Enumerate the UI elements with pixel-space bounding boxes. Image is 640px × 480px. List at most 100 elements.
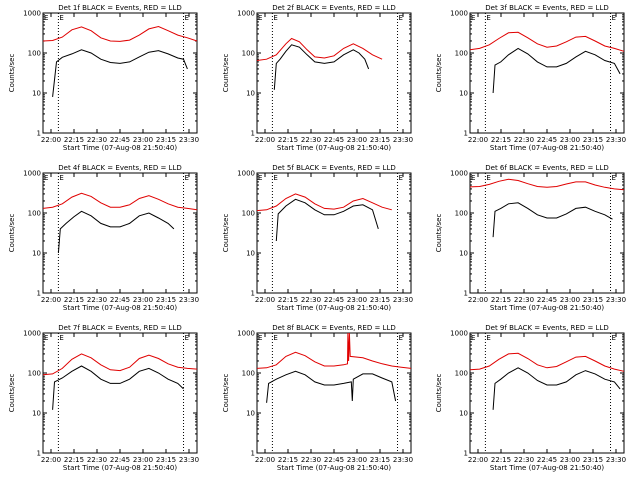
y-tick-label: 100 xyxy=(28,50,41,58)
y-tick-label: 10 xyxy=(32,410,41,418)
series-events-line xyxy=(492,202,613,238)
y-tick-label: 1 xyxy=(251,450,255,458)
x-axis-label: Start Time (07-Aug-08 21:50:40) xyxy=(63,144,177,152)
y-tick-label: 1000 xyxy=(23,170,41,178)
flag-label: E xyxy=(471,334,475,342)
x-tick-label: 22:30 xyxy=(514,456,534,464)
x-tick-label: 22:45 xyxy=(537,456,557,464)
flag-label: E xyxy=(59,14,63,22)
series-lld-line xyxy=(42,353,198,376)
plot-frame xyxy=(42,332,198,454)
y-tick-label: 1 xyxy=(464,290,468,298)
x-tick-label: 22:15 xyxy=(278,136,298,144)
series-lld-line xyxy=(469,178,625,191)
x-tick-label: 23:00 xyxy=(560,136,580,144)
x-tick-label: 22:45 xyxy=(324,296,344,304)
y-tick-label: 1 xyxy=(37,450,41,458)
y-tick-label: 1000 xyxy=(237,170,255,178)
flag-label: E xyxy=(486,174,490,182)
y-tick-label: 1000 xyxy=(23,10,41,18)
flag-label: E xyxy=(44,174,48,182)
x-tick-label: 22:45 xyxy=(110,296,130,304)
x-tick-label: 23:00 xyxy=(347,296,367,304)
x-tick-label: 22:15 xyxy=(64,296,84,304)
x-tick-label: 22:45 xyxy=(324,136,344,144)
x-tick-label: 22:00 xyxy=(468,296,488,304)
y-axis-label: Counts/sec xyxy=(435,214,443,253)
x-tick-label: 22:15 xyxy=(64,136,84,144)
series-events-line xyxy=(492,47,621,94)
x-tick-label: 22:30 xyxy=(87,296,107,304)
y-axis-label: Counts/sec xyxy=(8,214,16,253)
x-tick-label: 23:15 xyxy=(156,136,176,144)
x-tick-label: 22:15 xyxy=(491,456,511,464)
flag-label: E xyxy=(612,14,616,22)
x-tick-label: 22:00 xyxy=(41,296,61,304)
flag-label: E xyxy=(486,14,490,22)
y-tick-label: 10 xyxy=(459,410,468,418)
x-tick-label: 23:30 xyxy=(393,456,413,464)
x-tick-label: 22:45 xyxy=(110,136,130,144)
y-axis-label: Counts/sec xyxy=(8,374,16,413)
flag-label: E xyxy=(59,334,63,342)
chart-panel-1: Det 1f BLACK = Events, RED = LLD E E E 1 10 10… xyxy=(8,4,199,152)
y-tick-label: 1000 xyxy=(23,330,41,338)
chart-panel-5: Det 5f BLACK = Events, RED = LLD E E E 1 10 10… xyxy=(222,164,413,312)
chart-title: Det 6f BLACK = Events, RED = LLD xyxy=(485,164,608,172)
y-tick-label: 1 xyxy=(37,130,41,138)
x-tick-label: 23:30 xyxy=(393,296,413,304)
chart-title: Det 3f BLACK = Events, RED = LLD xyxy=(485,4,608,12)
series-lld-line xyxy=(42,25,198,42)
series-lld-line xyxy=(256,37,383,61)
flag-label: E xyxy=(273,14,277,22)
flag-label: E xyxy=(185,14,189,22)
x-tick-label: 22:30 xyxy=(301,456,321,464)
flag-label: E xyxy=(471,174,475,182)
y-axis-label: Counts/sec xyxy=(8,54,16,93)
flag-label: E xyxy=(486,334,490,342)
x-tick-label: 23:15 xyxy=(370,296,390,304)
y-tick-label: 10 xyxy=(32,90,41,98)
series-lld-line xyxy=(42,192,198,211)
flag-label: E xyxy=(258,174,262,182)
series-events-line xyxy=(52,365,184,410)
chart-title: Det 7f BLACK = Events, RED = LLD xyxy=(58,324,181,332)
x-axis-label: Start Time (07-Aug-08 21:50:40) xyxy=(63,304,177,312)
y-tick-label: 1000 xyxy=(237,330,255,338)
x-axis-label: Start Time (07-Aug-08 21:50:40) xyxy=(490,304,604,312)
chart-panel-4: Det 4f BLACK = Events, RED = LLD E E E 1 10 10… xyxy=(8,164,199,312)
flag-label: E xyxy=(185,174,189,182)
x-tick-label: 22:15 xyxy=(491,296,511,304)
x-tick-label: 22:30 xyxy=(301,136,321,144)
chart-panel-8: Det 8f BLACK = Events, RED = LLD E E E 1 10 10… xyxy=(222,324,413,472)
y-tick-label: 10 xyxy=(459,250,468,258)
chart-title: Det 9f BLACK = Events, RED = LLD xyxy=(485,324,608,332)
series-lld-line xyxy=(256,193,392,212)
x-tick-label: 22:00 xyxy=(468,456,488,464)
x-tick-label: 23:30 xyxy=(179,456,199,464)
x-tick-label: 23:15 xyxy=(370,136,390,144)
x-tick-label: 22:15 xyxy=(278,456,298,464)
x-axis-label: Start Time (07-Aug-08 21:50:40) xyxy=(63,464,177,472)
flag-label: E xyxy=(59,174,63,182)
x-tick-label: 23:30 xyxy=(393,136,413,144)
series-events-line xyxy=(275,198,379,242)
x-tick-label: 23:15 xyxy=(156,296,176,304)
x-tick-label: 23:00 xyxy=(560,296,580,304)
flag-label: E xyxy=(612,334,616,342)
series-events-line xyxy=(266,370,397,403)
y-tick-label: 1000 xyxy=(237,10,255,18)
y-tick-label: 10 xyxy=(246,410,255,418)
x-tick-label: 22:45 xyxy=(537,296,557,304)
flag-label: E xyxy=(612,174,616,182)
x-tick-label: 22:30 xyxy=(514,136,534,144)
flag-label: E xyxy=(44,14,48,22)
x-tick-label: 23:00 xyxy=(133,296,153,304)
x-tick-label: 22:30 xyxy=(301,296,321,304)
y-tick-label: 100 xyxy=(242,210,255,218)
y-tick-label: 1 xyxy=(251,290,255,298)
y-tick-label: 100 xyxy=(28,210,41,218)
chart-title: Det 4f BLACK = Events, RED = LLD xyxy=(58,164,181,172)
flag-label: E xyxy=(273,174,277,182)
